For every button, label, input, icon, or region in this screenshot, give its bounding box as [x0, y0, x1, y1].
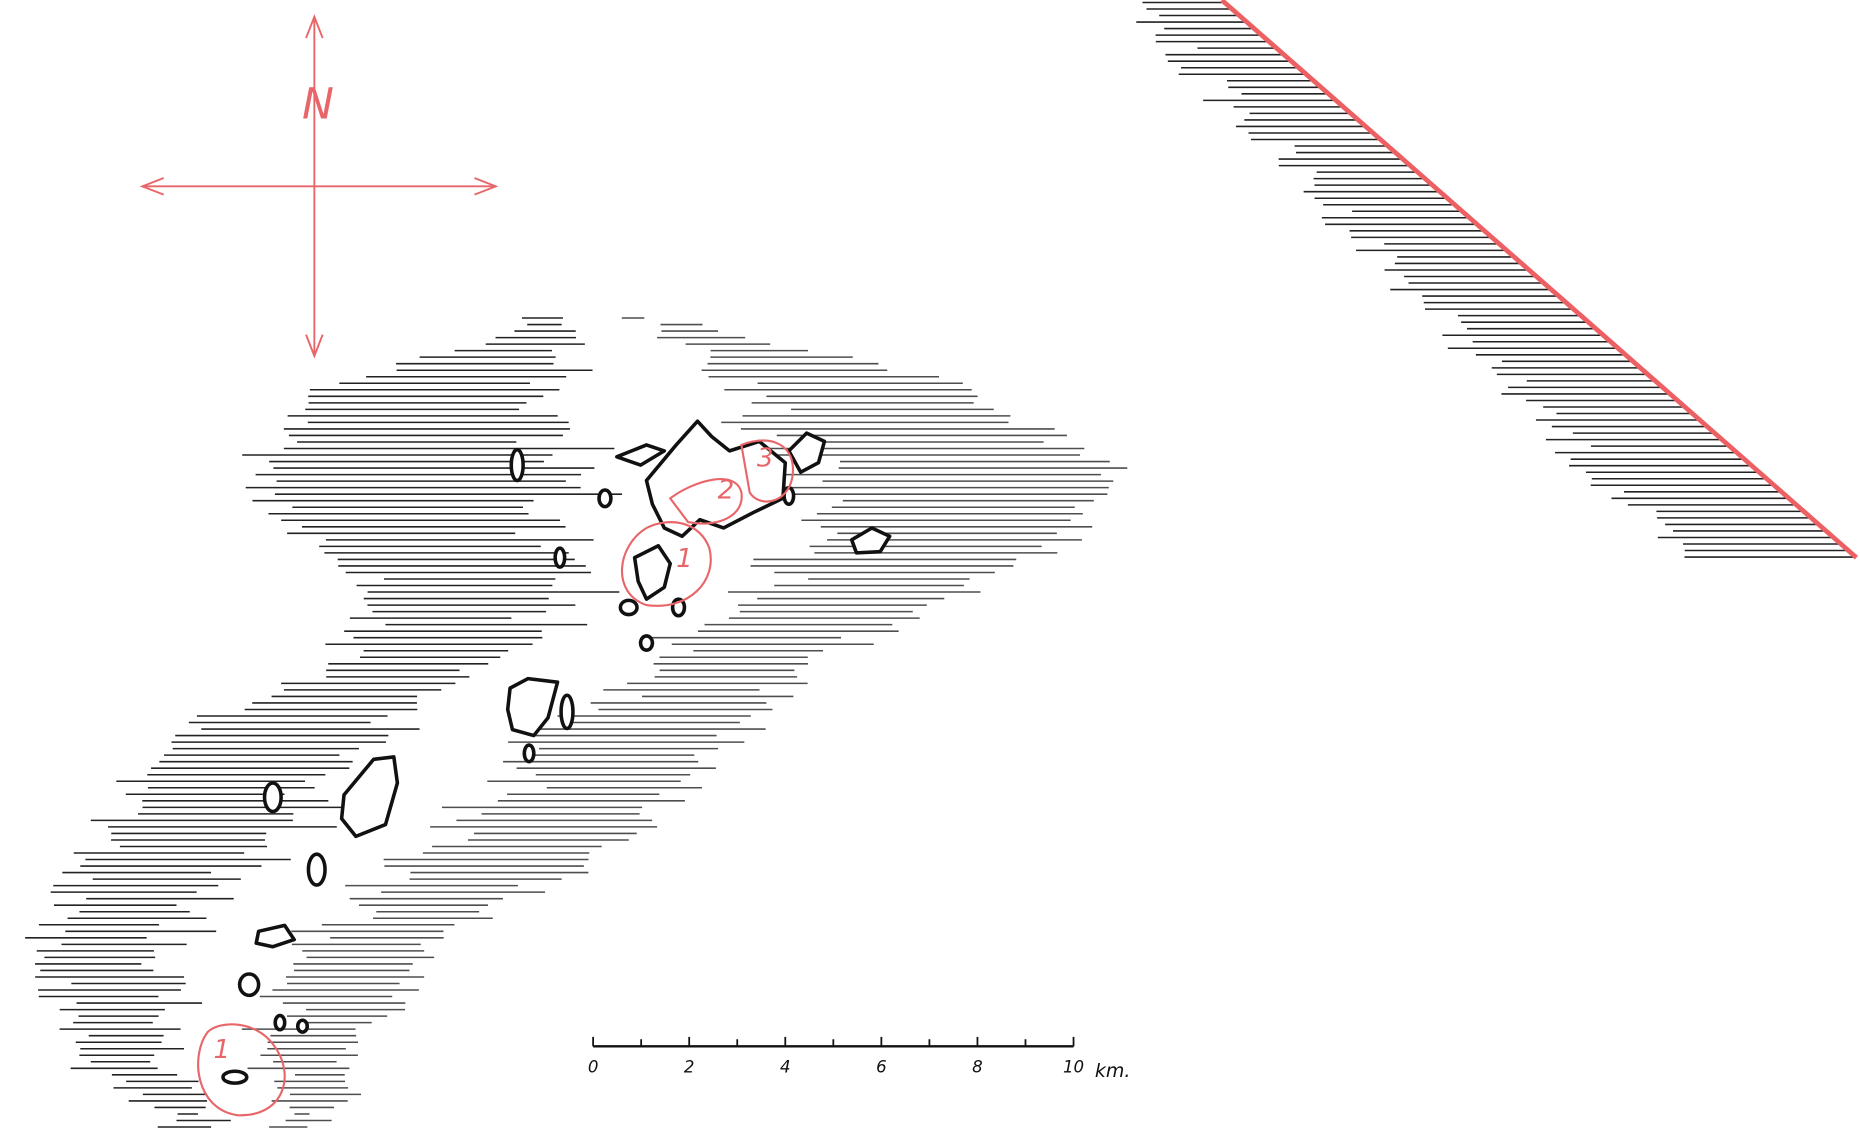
scale-bar: 0 2 4 6 8 10 km.	[588, 1036, 1131, 1082]
zone-label: 1	[676, 544, 693, 574]
zone-label: 1	[214, 1035, 231, 1065]
scale-label: 8	[972, 1057, 983, 1076]
zone-label: 3	[757, 443, 774, 473]
sea-hatching	[25, 1, 1856, 1128]
zone-label: 2	[718, 475, 735, 505]
scale-unit: km.	[1095, 1060, 1131, 1082]
coast-line	[1220, 0, 1859, 560]
compass-label: N	[302, 80, 334, 130]
scale-label: 10	[1063, 1057, 1084, 1076]
scale-label: 2	[684, 1057, 695, 1076]
compass	[139, 14, 499, 359]
scale-label: 4	[780, 1057, 791, 1076]
scale-label: 0	[588, 1057, 599, 1076]
scale-label: 6	[876, 1057, 887, 1076]
zones	[197, 439, 794, 1117]
